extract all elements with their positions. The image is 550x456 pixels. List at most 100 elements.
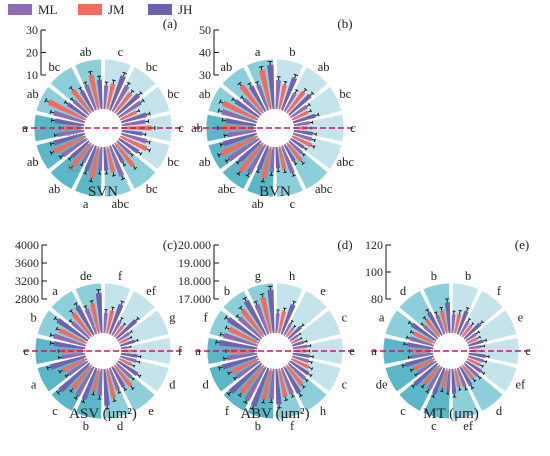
bar <box>463 362 479 378</box>
error-bar <box>123 386 126 391</box>
error-bar <box>470 323 474 327</box>
error-cap <box>425 390 429 394</box>
error-cap <box>215 339 217 345</box>
error-cap <box>216 152 220 158</box>
scale-tick-label: 100 <box>365 265 383 279</box>
error-bar <box>70 165 74 169</box>
error-bar <box>311 138 316 141</box>
legend-swatch-ml <box>8 4 32 15</box>
significance-letter: ab <box>48 182 60 196</box>
error-cap <box>137 338 139 342</box>
error-cap <box>120 177 126 181</box>
error-cap <box>242 401 248 405</box>
error-cap <box>306 339 308 343</box>
bar <box>280 367 294 395</box>
bar <box>459 321 470 336</box>
error-bar <box>137 355 141 358</box>
error-cap <box>83 172 88 175</box>
bar <box>230 357 260 375</box>
error-bar <box>82 398 85 403</box>
significance-letter: a <box>195 344 201 358</box>
bar <box>96 79 103 110</box>
significance-letter: e <box>320 284 326 298</box>
x-axis-label: ABV (μm²) <box>240 406 309 422</box>
error-bar <box>479 321 483 325</box>
error-bar <box>137 151 142 155</box>
significance-letter: bc <box>146 60 158 74</box>
bar <box>106 368 117 399</box>
error-cap <box>411 384 415 389</box>
center-hole <box>433 333 469 369</box>
error-bar <box>441 387 443 392</box>
error-cap <box>89 299 94 302</box>
bar <box>118 137 140 154</box>
error-bar <box>482 339 487 342</box>
error-cap <box>261 401 266 404</box>
bar <box>454 313 462 334</box>
error-cap <box>309 109 312 113</box>
error-bar <box>292 172 295 176</box>
error-cap <box>217 108 220 113</box>
bar <box>238 140 262 163</box>
error-bar <box>239 307 243 311</box>
significance-letter: b <box>224 284 230 298</box>
scale-tick-label: 120 <box>365 238 383 252</box>
error-cap <box>83 81 88 84</box>
error-cap <box>242 296 247 300</box>
error-cap <box>133 364 136 368</box>
bar <box>292 132 313 142</box>
bar <box>440 368 448 389</box>
scale-tick-label: 30 <box>199 68 211 82</box>
error-bar <box>307 345 311 347</box>
bar <box>240 308 265 338</box>
error-bar <box>306 104 310 107</box>
bar <box>108 367 121 391</box>
error-bar <box>218 110 223 113</box>
error-bar <box>50 111 55 114</box>
error-bar <box>71 98 75 102</box>
bar <box>459 366 473 387</box>
error-cap <box>53 133 56 138</box>
error-cap <box>224 325 228 330</box>
error-cap <box>299 332 302 335</box>
error-cap <box>231 97 235 101</box>
error-cap <box>409 329 413 334</box>
bar <box>467 355 484 363</box>
bar <box>52 135 87 155</box>
error-cap <box>425 308 429 312</box>
error-cap <box>91 393 95 396</box>
error-bar <box>241 96 245 100</box>
error-bar <box>247 172 250 177</box>
bar <box>468 344 482 350</box>
error-cap <box>147 119 150 123</box>
bar <box>275 368 282 405</box>
error-cap <box>67 157 71 161</box>
bar <box>115 362 133 379</box>
bar <box>97 146 103 171</box>
error-bar <box>310 145 315 148</box>
panel-label: (b) <box>337 16 352 31</box>
significance-letter: g <box>255 269 262 283</box>
error-bar <box>410 331 415 334</box>
error-bar <box>459 310 461 315</box>
bar <box>71 321 91 340</box>
bar <box>432 367 446 395</box>
error-cap <box>123 322 127 325</box>
error-bar <box>112 172 115 176</box>
error-bar <box>294 89 298 94</box>
bar <box>50 355 87 370</box>
error-bar <box>458 386 461 391</box>
error-cap <box>139 152 143 156</box>
bar <box>250 367 270 407</box>
error-cap <box>298 394 303 398</box>
error-cap <box>44 97 48 103</box>
error-cap <box>302 385 306 389</box>
error-bar <box>215 341 220 344</box>
error-bar <box>70 310 74 314</box>
error-cap <box>237 81 242 86</box>
bar <box>114 92 133 114</box>
bar <box>411 352 434 359</box>
bar <box>225 118 257 127</box>
bar <box>451 368 457 394</box>
